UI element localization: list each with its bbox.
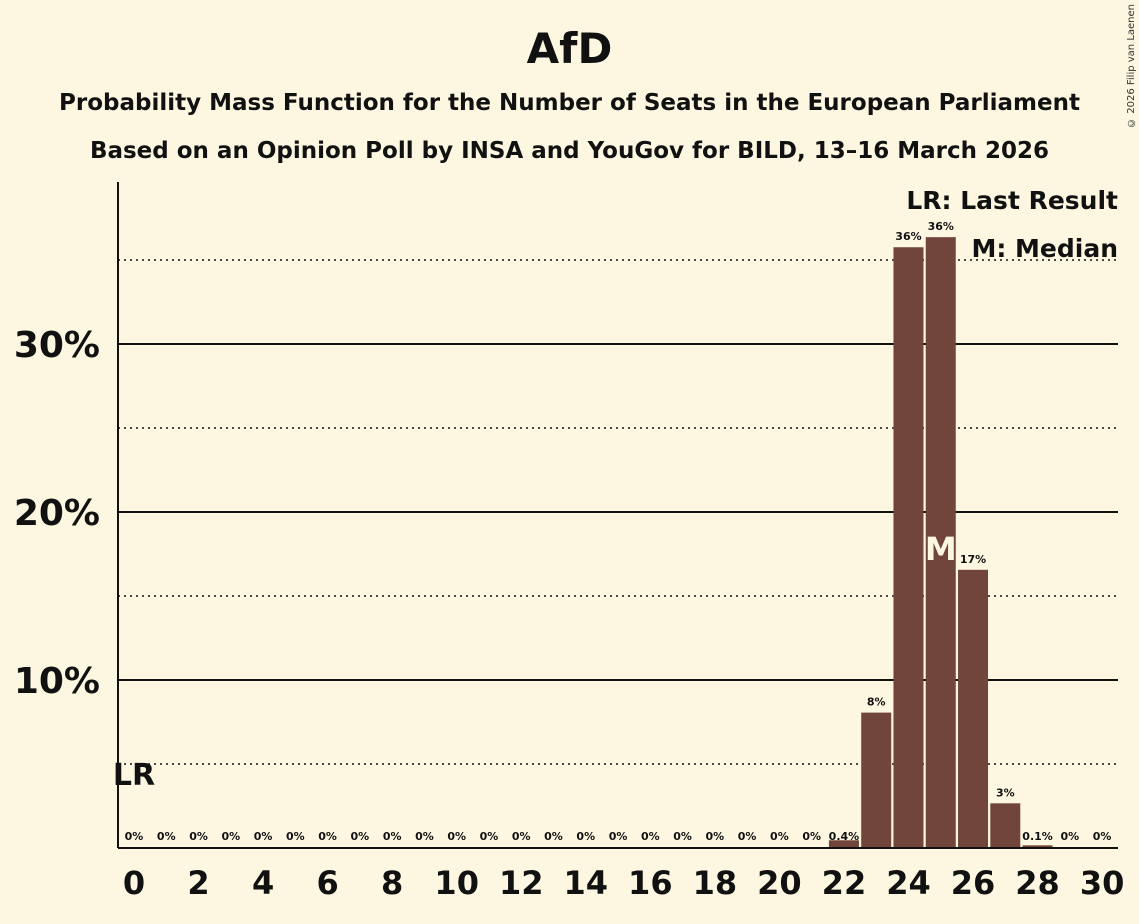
legend-median: M: Median [971,234,1118,263]
x-tick-label: 26 [951,864,996,902]
data-label: 0% [641,830,660,843]
data-label: 0% [673,830,692,843]
y-tick-label: 30% [14,325,100,366]
data-label: 0% [512,830,531,843]
data-label: 0% [286,830,305,843]
data-label: 17% [960,553,986,566]
y-tick-label: 10% [14,661,100,702]
data-label: 0% [415,830,434,843]
data-label: 0% [254,830,273,843]
bar [893,247,924,849]
data-label: 0% [770,830,789,843]
chart-title: AfD [526,24,613,73]
chart-subtitle: Probability Mass Function for the Number… [59,90,1080,116]
data-label: 0% [480,830,499,843]
x-tick-label: 4 [252,864,274,902]
y-tick-label: 20% [14,493,100,534]
data-label: 0% [738,830,757,843]
x-tick-label: 10 [434,864,479,902]
data-label: 0% [802,830,821,843]
bar [925,237,956,848]
bar [828,840,859,848]
x-tick-label: 14 [564,864,609,902]
bar [958,569,989,848]
x-tick-label: 16 [628,864,673,902]
last-result-marker: LR [113,758,155,793]
x-tick-label: 24 [886,864,931,902]
data-label: 0% [157,830,176,843]
data-label: 0% [189,830,208,843]
bar [990,803,1021,848]
data-label: 0% [544,830,563,843]
data-label: 0% [318,830,337,843]
data-label: 0% [221,830,240,843]
bar [1022,845,1053,848]
data-label: 0% [447,830,466,843]
data-label: 0% [609,830,628,843]
median-marker: M [925,530,957,568]
x-tick-label: 22 [822,864,867,902]
data-label: 36% [895,230,921,243]
data-label: 0% [1093,830,1112,843]
bar [861,712,892,848]
chart-subtitle-source: Based on an Opinion Poll by INSA and You… [89,138,1050,164]
x-tick-label: 6 [316,864,338,902]
data-label: 0.4% [829,830,860,843]
data-label: 0% [125,830,144,843]
data-label: 0.1% [1022,830,1053,843]
data-label: 0% [351,830,370,843]
data-label: 0% [383,830,402,843]
data-label: 36% [928,220,954,233]
data-label: 0% [1060,830,1079,843]
data-label: 0% [576,830,595,843]
x-tick-label: 8 [381,864,403,902]
x-tick-label: 28 [1015,864,1060,902]
x-tick-label: 12 [499,864,544,902]
data-label: 8% [867,696,886,709]
x-tick-label: 0 [123,864,145,902]
legend-last-result: LR: Last Result [906,186,1118,215]
x-tick-label: 18 [693,864,738,902]
x-tick-label: 20 [757,864,802,902]
x-tick-label: 2 [187,864,209,902]
data-label: 3% [996,786,1015,799]
data-label: 0% [706,830,725,843]
x-tick-label: 30 [1080,864,1125,902]
